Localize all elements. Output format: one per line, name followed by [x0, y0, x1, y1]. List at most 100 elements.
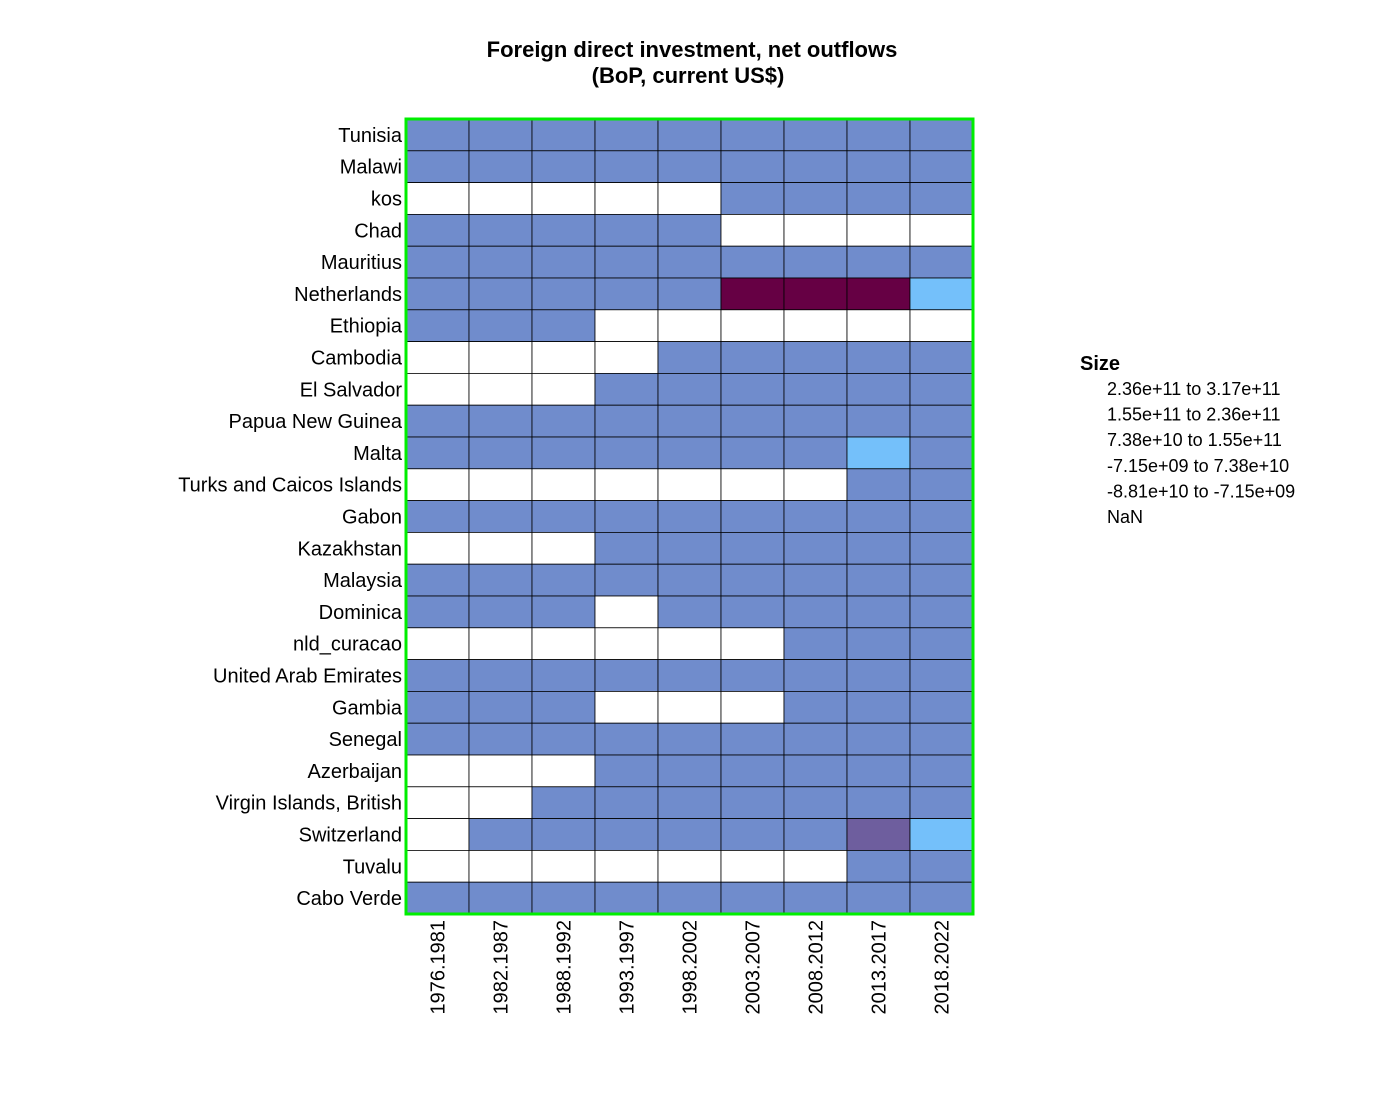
legend-entry: 2.36e+11 to 3.17e+11: [1107, 379, 1281, 399]
heatmap-cell: [909, 277, 974, 311]
heatmap-cell: [594, 818, 659, 851]
heatmap-cell: [468, 754, 533, 788]
row-label: Netherlands: [294, 284, 402, 306]
heatmap-cell: [405, 341, 470, 374]
heatmap-cell: [846, 150, 911, 184]
row-label: Senegal: [329, 729, 402, 751]
legend-entry: NaN: [1107, 507, 1143, 527]
heatmap-cell: [846, 341, 911, 374]
legend-entry: 7.38e+10 to 1.55e+11: [1107, 430, 1282, 450]
row-label: Malawi: [340, 157, 402, 179]
heatmap-cell: [468, 277, 533, 311]
heatmap-cell: [405, 881, 470, 915]
heatmap-cell: [657, 245, 722, 279]
legend-entry: -8.81e+10 to -7.15e+09: [1107, 481, 1295, 501]
heatmap-cell: [720, 881, 785, 915]
row-label: Switzerland: [299, 825, 402, 847]
heatmap-cell: [720, 118, 785, 152]
heatmap-cell: [594, 309, 659, 342]
heatmap-cell: [468, 150, 533, 184]
heatmap-cell: [720, 213, 785, 247]
heatmap-cell: [846, 754, 911, 788]
heatmap-cell: [657, 595, 722, 629]
heatmap-cell: [909, 118, 974, 152]
heatmap-cell: [846, 277, 911, 311]
heatmap-cell: [657, 691, 722, 724]
row-labels: Tunisia Malawi kos Chad Mauritius Netherlands…: [178, 125, 403, 910]
row-label: kos: [371, 189, 402, 211]
heatmap-cell: [720, 372, 785, 406]
heatmap-cell: [594, 245, 659, 279]
row-label: Turks and Caicos Islands: [178, 475, 402, 497]
heatmap-cell: [468, 372, 533, 406]
legend-entry: 1.55e+11 to 2.36e+11: [1107, 405, 1281, 425]
row-label: Gambia: [332, 697, 403, 719]
heatmap-cell: [531, 881, 596, 915]
heatmap-cell: [909, 182, 974, 215]
heatmap-cell: [657, 436, 722, 470]
heatmap-cell: [405, 786, 470, 819]
heatmap-cell: [531, 563, 596, 597]
heatmap-cell: [783, 500, 848, 533]
heatmap-cell: [405, 627, 470, 660]
column-label: 2018.2022: [932, 920, 954, 1015]
heatmap-cell: [531, 786, 596, 819]
heatmap-cell: [468, 659, 533, 692]
heatmap-cell: [909, 309, 974, 342]
heatmap-cell: [846, 213, 911, 247]
row-label: United Arab Emirates: [213, 666, 402, 688]
heatmap-cell: [405, 563, 470, 597]
row-label: Kazakhstan: [297, 538, 402, 560]
heatmap-cell: [531, 627, 596, 660]
heatmap-cell: [720, 818, 785, 851]
heatmap-cell: [783, 245, 848, 279]
column-label: 1993.1997: [617, 920, 639, 1015]
heatmap-cell: [783, 341, 848, 374]
heatmap-cell: [657, 372, 722, 406]
column-label: 2003.2007: [743, 920, 765, 1015]
heatmap-cell: [657, 277, 722, 311]
heatmap-cell: [594, 691, 659, 724]
heatmap-cell: [657, 722, 722, 756]
heatmap-cell: [468, 563, 533, 597]
row-label: Chad: [354, 220, 402, 242]
heatmap-cell: [720, 500, 785, 533]
heatmap-cell: [405, 659, 470, 692]
heatmap-cell: [594, 341, 659, 374]
heatmap-cell: [909, 468, 974, 501]
heatmap-cell: [594, 722, 659, 756]
row-label: Tunisia: [338, 125, 403, 147]
heatmap-cell: [720, 754, 785, 788]
legend: Size 2.36e+11 to 3.17e+11 1.55e+11 to 2.3…: [1080, 353, 1295, 527]
heatmap-cell: [909, 595, 974, 629]
heatmap-cell: [594, 404, 659, 438]
legend-items: 2.36e+11 to 3.17e+11 1.55e+11 to 2.36e+11…: [1107, 379, 1295, 527]
heatmap-cell: [405, 118, 470, 152]
heatmap-cell: [846, 850, 911, 883]
heatmap-cell: [531, 818, 596, 851]
column-label: 1982.1987: [491, 920, 513, 1015]
heatmap-cell: [405, 468, 470, 501]
chart-title-line-1: Foreign direct investment, net outflows: [487, 37, 898, 62]
row-label: Tuvalu: [343, 856, 402, 878]
heatmap-cell: [657, 341, 722, 374]
heatmap-cell: [783, 691, 848, 724]
heatmap-cell: [720, 532, 785, 565]
heatmap-cell: [783, 309, 848, 342]
heatmap-cell: [657, 881, 722, 915]
heatmap-cell: [846, 595, 911, 629]
heatmap-cell: [405, 818, 470, 851]
heatmap-cell: [720, 277, 785, 311]
heatmap-cell: [657, 118, 722, 152]
heatmap-cell: [594, 754, 659, 788]
heatmap-cell: [783, 722, 848, 756]
heatmap-cell: [594, 213, 659, 247]
heatmap-cell: [531, 213, 596, 247]
heatmap-cell: [531, 850, 596, 883]
column-label: 1976.1981: [428, 920, 450, 1015]
heatmap-cell: [909, 372, 974, 406]
heatmap-cell: [909, 627, 974, 660]
heatmap-cell: [720, 659, 785, 692]
heatmap-cell: [531, 341, 596, 374]
